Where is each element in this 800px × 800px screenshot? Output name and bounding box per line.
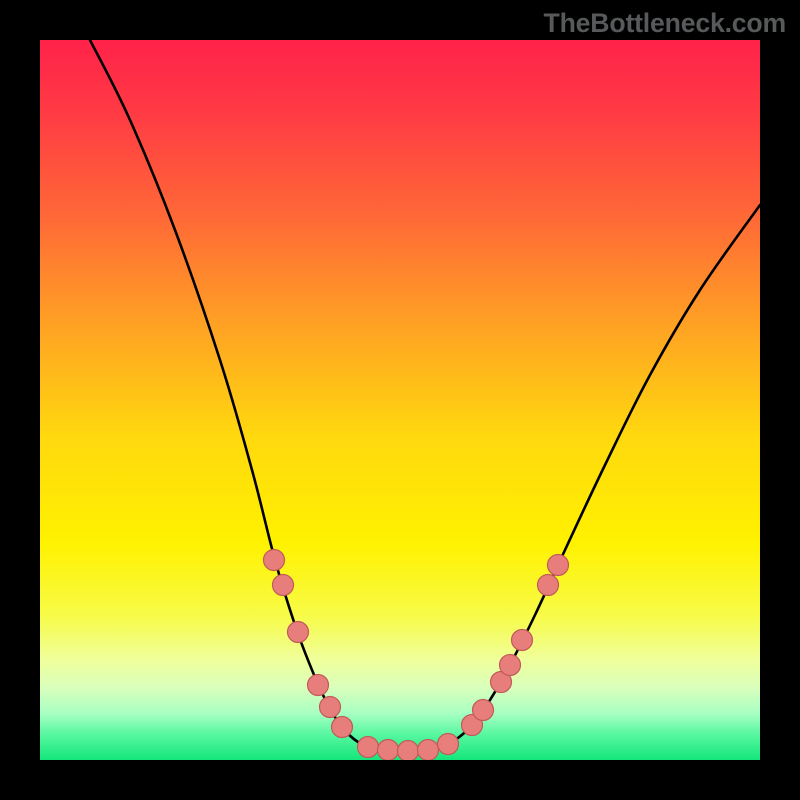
data-marker	[512, 630, 533, 651]
data-marker	[358, 737, 379, 758]
data-marker	[418, 740, 439, 761]
plot-area	[40, 40, 760, 760]
data-marker	[288, 622, 309, 643]
data-marker	[332, 717, 353, 738]
data-marker	[500, 655, 521, 676]
data-marker	[538, 575, 559, 596]
watermark-text: TheBottleneck.com	[544, 8, 786, 39]
data-marker	[320, 697, 341, 718]
data-marker	[378, 740, 399, 761]
data-marker	[438, 734, 459, 755]
data-marker	[473, 700, 494, 721]
data-marker	[273, 575, 294, 596]
gradient-background	[40, 40, 760, 760]
bottleneck-curve-chart	[40, 40, 760, 760]
chart-frame: TheBottleneck.com	[0, 0, 800, 800]
data-marker	[264, 550, 285, 571]
data-marker	[398, 741, 419, 761]
data-marker	[308, 675, 329, 696]
data-marker	[548, 555, 569, 576]
